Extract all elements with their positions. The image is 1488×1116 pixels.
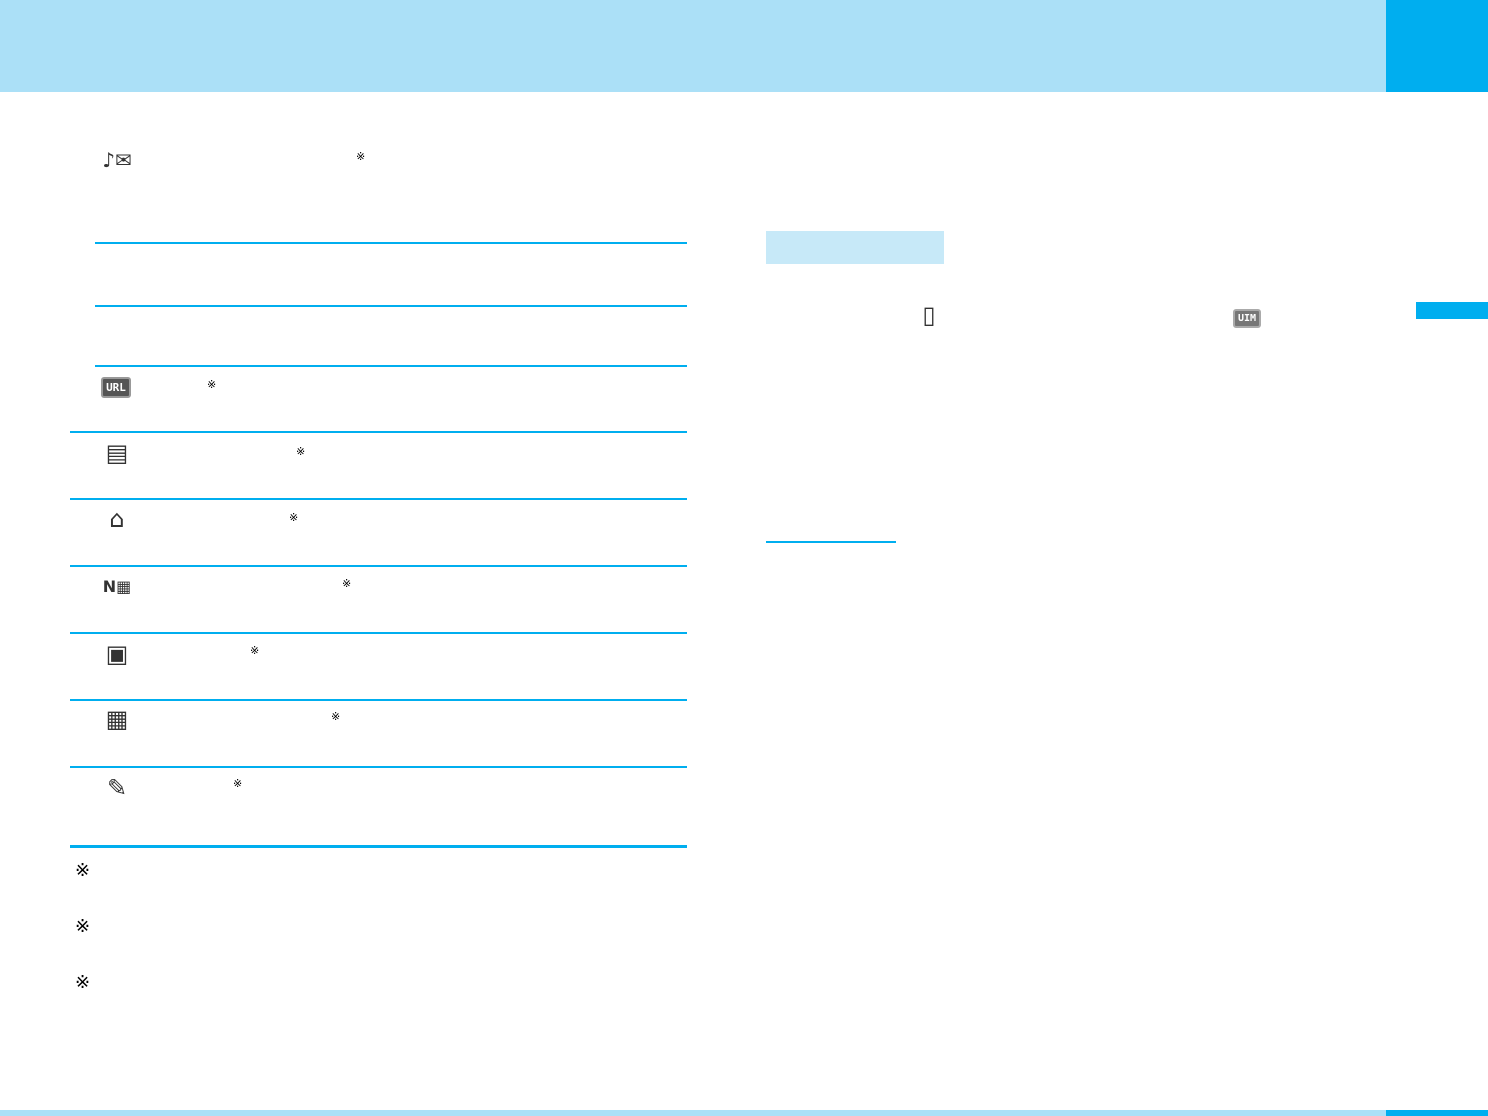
uim-card-icon: UIM (1230, 304, 1264, 332)
note-mark: ※ (296, 445, 306, 458)
footnote-mark: ※ (75, 916, 91, 937)
footer-band (0, 1110, 1386, 1116)
table-divider (70, 498, 687, 500)
note-mark: ※ (207, 378, 217, 391)
section-heading-box (766, 231, 944, 264)
header-band (0, 0, 1386, 92)
table-divider (70, 431, 687, 433)
header-chapter-block (1386, 0, 1488, 92)
note-mark: ※ (342, 577, 352, 590)
footer-accent (1386, 1110, 1488, 1116)
building-icon: ▦ (105, 705, 129, 733)
note-mark: ※ (250, 644, 260, 657)
table-divider (95, 365, 687, 367)
footnote-mark: ※ (75, 972, 91, 993)
url-icon: URL (99, 373, 133, 401)
table-divider (95, 305, 687, 307)
phone-icon: ▯ (922, 301, 936, 329)
note-mark: ※ (356, 150, 366, 163)
table-bottom-border (70, 845, 687, 848)
table-divider (70, 766, 687, 768)
table-divider (95, 242, 687, 244)
table-divider (70, 699, 687, 701)
note-mark: ※ (233, 777, 243, 790)
n-building-icon: N▦ (102, 576, 132, 596)
edit-document-icon: ✎ (106, 774, 128, 802)
memo-icon: ▤ (105, 439, 129, 467)
section-underline (766, 541, 896, 543)
table-divider (70, 565, 687, 567)
melody-mail-icon: ♪✉ (102, 148, 132, 172)
table-divider (70, 632, 687, 634)
note-mark: ※ (289, 511, 299, 524)
note-mark: ※ (331, 710, 341, 723)
footnote-mark: ※ (75, 860, 91, 881)
bag-icon: ▣ (105, 640, 129, 668)
chapter-index-tab (1416, 302, 1488, 319)
home-icon: ⌂ (109, 505, 125, 533)
